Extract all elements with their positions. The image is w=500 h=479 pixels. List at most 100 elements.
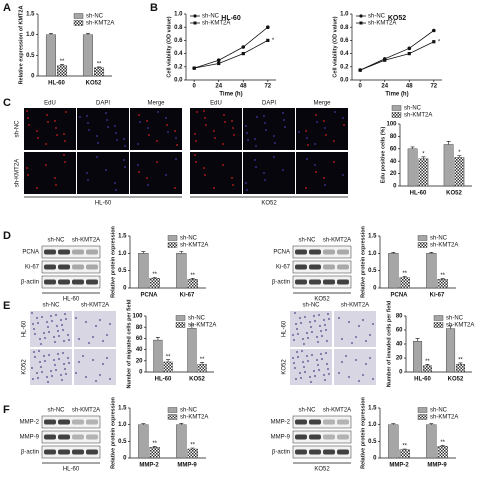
x-tick-label: MMP-9 — [427, 463, 447, 469]
legend-label: sh-NC — [446, 316, 464, 322]
cell-dot — [232, 184, 234, 186]
legend-swatch — [433, 315, 444, 321]
blot-band — [72, 449, 84, 455]
cell-dot — [255, 145, 257, 147]
cell-dot — [308, 320, 312, 324]
cell-dot — [316, 121, 318, 123]
y-tick-label: 0.0 — [340, 78, 349, 84]
cell-dot — [64, 317, 68, 321]
blot-band — [72, 264, 84, 270]
cell-dot — [123, 138, 125, 140]
cell-dot — [312, 314, 316, 318]
cell-dot — [327, 317, 331, 321]
error-bar — [421, 156, 426, 159]
cell-dot — [26, 110, 28, 112]
y-tick-label: 0.5 — [118, 268, 127, 274]
y-axis-label: Number of invaded cells per field — [386, 301, 392, 388]
marker — [266, 25, 270, 30]
blot-band — [58, 434, 70, 440]
cell-dot — [77, 337, 81, 341]
y-tick-label: 1.5 — [118, 406, 127, 412]
cell-dot — [361, 318, 365, 322]
line — [194, 26, 269, 69]
cell-dot — [295, 350, 299, 354]
row-label: MMP-9 — [20, 435, 40, 441]
cell-dot — [344, 354, 348, 358]
blot-strip — [41, 245, 101, 259]
cell-dot — [333, 161, 335, 163]
cell-dot — [340, 360, 344, 364]
column-label: sh-KMT2A — [72, 238, 100, 244]
legend-swatch — [391, 105, 402, 111]
legend-swatch — [175, 315, 186, 321]
marker — [217, 61, 221, 66]
cell-dot — [57, 357, 61, 361]
marker — [266, 38, 270, 42]
cell-dot — [77, 360, 81, 364]
y-tick-label: 1.0 — [174, 12, 183, 18]
y-axis-label: Cell viability (OD value) — [166, 16, 172, 77]
cell-dot — [371, 322, 375, 326]
marker — [383, 58, 387, 62]
bar — [437, 279, 448, 289]
cell-dot — [231, 177, 233, 179]
cell-dot — [46, 380, 50, 384]
cell-dot — [87, 179, 89, 181]
significance-mark: * — [422, 151, 425, 157]
row-label: KO52 — [282, 359, 288, 375]
column-label: sh-NC — [302, 303, 320, 309]
cell-dot — [300, 349, 304, 353]
cell-dot — [203, 167, 205, 169]
legend-label: sh-NC — [368, 14, 386, 20]
legend-swatch — [73, 20, 84, 26]
cell-dot — [56, 352, 60, 356]
cell-dot — [174, 130, 176, 132]
y-tick-label: 0.0 — [174, 78, 183, 84]
blot-band — [323, 249, 335, 255]
error-bar — [97, 66, 102, 68]
blot-band — [86, 419, 98, 425]
legend-label: sh-KMT2A — [180, 243, 208, 249]
x-tick-label: 48 — [240, 84, 247, 90]
row-label: β-actin — [272, 280, 290, 286]
cell-dot — [57, 334, 61, 338]
cell-dot — [114, 182, 116, 184]
blot-band — [72, 279, 84, 285]
cell-dot — [255, 166, 257, 168]
cell-dot — [96, 135, 98, 137]
cell-dot — [37, 137, 39, 139]
cell-dot — [273, 156, 275, 158]
row-label: β-actin — [21, 450, 39, 456]
panel-label: D — [3, 230, 11, 242]
bar — [388, 424, 399, 459]
cell-dot — [27, 117, 29, 119]
cell-dot — [45, 143, 47, 145]
blot-band — [309, 434, 321, 440]
blot-band — [86, 279, 98, 285]
significance-mark: ** — [97, 61, 102, 67]
cell-dot — [31, 377, 35, 381]
cell-dot — [64, 161, 66, 163]
legend-swatch — [175, 322, 186, 328]
error-bar — [440, 278, 445, 280]
cell-dot — [47, 353, 51, 357]
x-tick-label: KO52 — [446, 191, 462, 197]
y-tick-label: 0 — [399, 370, 403, 376]
error-bar — [429, 423, 434, 425]
y-tick-label: 0.5 — [368, 268, 377, 274]
cell-dot — [325, 362, 329, 366]
cell-dot — [36, 376, 40, 380]
y-tick-label: 0 — [373, 456, 377, 462]
blot-band — [44, 449, 56, 455]
cell-dot — [55, 184, 57, 186]
y-axis-label: Edu positive cells (%) — [380, 127, 386, 184]
error-bar — [425, 364, 430, 366]
legend-swatch — [391, 112, 402, 118]
error-bar — [48, 33, 53, 35]
y-tick-label: 1.0 — [368, 251, 377, 257]
blot-band — [323, 264, 335, 270]
y-tick-label: 40 — [390, 159, 397, 165]
cell-dot — [364, 339, 368, 343]
cell-dot — [298, 131, 300, 133]
cell-dot — [59, 318, 63, 322]
